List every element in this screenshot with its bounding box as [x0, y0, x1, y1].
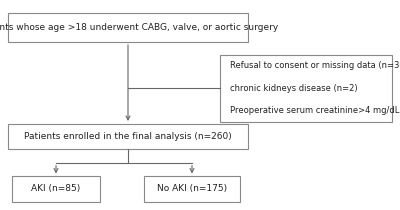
FancyBboxPatch shape [144, 176, 240, 202]
Text: AKI (n=85): AKI (n=85) [31, 185, 81, 193]
Text: Preoperative serum creatinine>4 mg/dL (n=1): Preoperative serum creatinine>4 mg/dL (n… [230, 106, 400, 115]
Text: No AKI (n=175): No AKI (n=175) [157, 185, 227, 193]
FancyBboxPatch shape [8, 124, 248, 149]
Text: Refusal to consent or missing data (n=30): Refusal to consent or missing data (n=30… [230, 61, 400, 70]
Text: Patients enrolled in the final analysis (n=260): Patients enrolled in the final analysis … [24, 132, 232, 141]
Text: Patients whose age >18 underwent CABG, valve, or aortic surgery: Patients whose age >18 underwent CABG, v… [0, 23, 279, 32]
FancyBboxPatch shape [220, 55, 392, 122]
FancyBboxPatch shape [8, 13, 248, 42]
FancyBboxPatch shape [12, 176, 100, 202]
Text: chronic kidneys disease (n=2): chronic kidneys disease (n=2) [230, 84, 358, 93]
